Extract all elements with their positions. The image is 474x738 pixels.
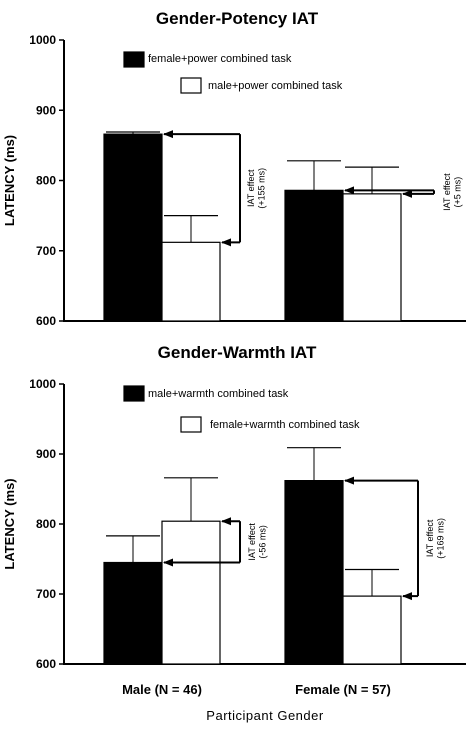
iat-effect-label: IAT effect(+169 ms) [425,518,445,559]
y-tick-label: 700 [36,587,56,601]
effect-arrowhead [163,130,173,139]
iat-effect-label: IAT effect(+5 ms) [442,173,462,211]
effect-arrowhead [163,558,173,567]
effect-arrowhead [344,476,354,485]
y-tick-label: 600 [36,657,56,671]
bar-black-male [103,133,163,322]
legend-swatch-1 [123,51,145,68]
bar-black-male [103,561,163,665]
iat-effect-label-text: IAT effect [425,519,435,557]
effect-arrowhead [344,186,354,195]
category-label-1: Male (N = 46) [122,682,202,697]
chart-panel-1: Gender-Potency IAT 600 700 800 900 1000 LATENC… [2,9,466,328]
legend-swatch-1 [123,385,145,402]
y-tick-label: 800 [36,174,56,188]
bar-white-male [161,241,221,322]
bar-white-female [342,193,402,322]
iat-effect-value: (+169 ms) [436,518,446,559]
y-tick-label: 700 [36,244,56,258]
chart-title: Gender-Potency IAT [156,9,319,28]
y-axis-label: LATENCY (ms) [2,135,17,226]
y-tick-label: 600 [36,314,56,328]
legend-label-1: female+power combined task [148,53,292,65]
effect-arrowhead [402,189,412,198]
iat-effect-value: (-56 ms) [258,525,268,559]
iat-effect-value: (+5 ms) [453,177,463,208]
legend-label-1: male+warmth combined task [148,388,289,400]
chart-title: Gender-Warmth IAT [158,343,317,362]
category-label-2: Female (N = 57) [295,682,391,697]
chart-panel-2: Gender-Warmth IAT 600 700 800 900 1000 LATENCY… [2,343,466,723]
legend-label-2: male+power combined task [208,80,343,92]
y-tick-label: 900 [36,447,56,461]
legend-swatch-2 [180,77,202,94]
iat-effect-label-text: IAT effect [246,169,256,207]
effect-arrowhead [221,517,231,526]
iat-effect-label: IAT effect(+155 ms) [246,168,266,209]
x-axis-label: Participant Gender [206,708,324,723]
bar-black-female [284,480,344,665]
y-tick-label: 1000 [29,33,56,47]
iat-effect-label-text: IAT effect [442,173,452,211]
effect-arrowhead [221,238,231,247]
bar-white-male [161,520,221,665]
effect-arrowhead [402,592,412,601]
bar-black-female [284,189,344,322]
iat-effect-label-text: IAT effect [247,523,257,561]
y-axis-label: LATENCY (ms) [2,478,17,569]
y-tick-label: 800 [36,517,56,531]
legend-swatch-2 [180,416,202,433]
bar-white-female [342,595,402,665]
y-tick-label: 900 [36,103,56,117]
iat-effect-value: (+155 ms) [257,168,267,209]
y-tick-label: 1000 [29,377,56,391]
iat-effect-label: IAT effect(-56 ms) [247,523,267,561]
legend-label-2: female+warmth combined task [210,419,360,431]
